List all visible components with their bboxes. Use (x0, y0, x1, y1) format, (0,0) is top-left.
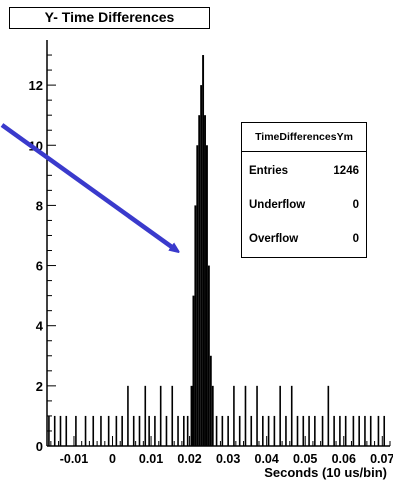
histogram-bin (321, 415, 324, 446)
histogram-bin (177, 415, 179, 446)
y-tick-label: 4 (36, 319, 44, 334)
histogram-bin (244, 385, 247, 446)
x-tick-label: 0.03 (216, 452, 240, 466)
histogram-bin (59, 415, 62, 446)
histogram-bin (227, 415, 229, 446)
histogram-bin (333, 415, 335, 446)
x-tick-label: 0.06 (332, 452, 356, 466)
stats-label: Overflow (249, 233, 299, 245)
histogram-bin (352, 415, 355, 446)
histogram-bin (279, 385, 281, 446)
histogram-bin (202, 55, 205, 446)
histogram-bin (144, 385, 147, 446)
histogram-bin (233, 385, 235, 446)
histogram-bin (192, 295, 195, 446)
annotation-arrow (0, 123, 176, 250)
histogram-bin (290, 385, 293, 446)
histogram-bin (186, 415, 189, 446)
histogram-bin (314, 415, 316, 446)
histogram-bin (302, 415, 305, 446)
histogram-bin (65, 415, 68, 446)
y-tick-label: 0 (36, 439, 43, 454)
histogram-bin (327, 385, 330, 446)
histogram-bin (215, 415, 218, 446)
histogram-bin (364, 415, 366, 446)
stats-label: Entries (249, 165, 288, 177)
histogram-bin (200, 85, 203, 446)
histogram-bin (308, 415, 310, 446)
histogram-bin (273, 415, 276, 446)
x-tick-label: 0 (109, 452, 116, 466)
x-tick-label: 0.07 (370, 452, 393, 466)
histogram-bin (75, 415, 77, 446)
histogram-bin (238, 415, 241, 446)
histogram-bin (221, 415, 224, 446)
histogram-bin (204, 115, 206, 447)
histogram-bin (205, 145, 208, 446)
histogram-bin (196, 145, 199, 446)
histogram-bin (100, 415, 102, 446)
stats-value: 0 (352, 199, 359, 211)
x-tick-label: 0.04 (255, 452, 279, 466)
histogram-bin (148, 415, 150, 446)
histogram-bin (115, 415, 118, 446)
x-tick-label: 0.02 (177, 452, 201, 466)
axis-ticks (47, 54, 391, 447)
histogram-bin (165, 415, 168, 446)
histogram-bin (107, 415, 110, 446)
histogram-bin (369, 415, 372, 446)
y-tick-label: 8 (36, 198, 43, 213)
stats-row-underflow: Underflow 0 (249, 199, 359, 215)
chart-title: Y- Time Differences (9, 7, 210, 29)
x-axis-label: Seconds (10 us/bin) (264, 465, 387, 480)
y-tick-label: 12 (29, 78, 43, 93)
stats-value: 1246 (333, 165, 359, 177)
stats-row-entries: Entries 1246 (249, 165, 359, 181)
histogram-bin (377, 415, 380, 446)
histogram-bin (383, 415, 386, 446)
histogram-bin (121, 415, 123, 446)
histogram-bin (207, 265, 210, 446)
histogram-bin (132, 415, 135, 446)
stats-box: TimeDifferencesYm Entries 1246 Underflow… (241, 122, 367, 258)
histogram-bin (127, 385, 129, 446)
histogram-bin (84, 415, 87, 446)
histogram-bin (296, 415, 299, 446)
histogram-bin (209, 355, 212, 446)
histogram-bin (154, 415, 156, 446)
histogram-bin (190, 385, 193, 446)
histogram-bins (48, 55, 386, 447)
histogram-bin (344, 415, 347, 446)
y-tick-label: 2 (36, 379, 43, 394)
x-tick-label: 0.01 (139, 452, 163, 466)
x-tick-label: -0.01 (60, 452, 89, 466)
histogram-bin (171, 385, 174, 446)
histogram-bin (358, 415, 360, 446)
histogram-bin (198, 115, 201, 447)
histogram-bin (92, 415, 95, 446)
histogram-bin (183, 415, 185, 446)
plot-frame (46, 40, 390, 447)
stats-value: 0 (352, 233, 359, 245)
stats-row-overflow: Overflow 0 (249, 233, 359, 249)
stats-label: Underflow (249, 199, 306, 211)
histogram-bin (339, 415, 341, 446)
histogram-bin (262, 415, 264, 446)
histogram-bin (250, 415, 253, 446)
histogram-bin (256, 385, 258, 446)
stats-histogram-name: TimeDifferencesYm (242, 123, 366, 152)
histogram-bin (211, 385, 214, 446)
histogram-bin (138, 415, 141, 446)
x-tick-label: 0.05 (293, 452, 317, 466)
histogram-bin (53, 415, 56, 446)
histogram-bin (194, 205, 197, 446)
y-tick-label: 6 (36, 259, 43, 274)
histogram-bin (267, 415, 270, 446)
histogram-bin (285, 415, 287, 446)
histogram-bin (159, 385, 162, 446)
